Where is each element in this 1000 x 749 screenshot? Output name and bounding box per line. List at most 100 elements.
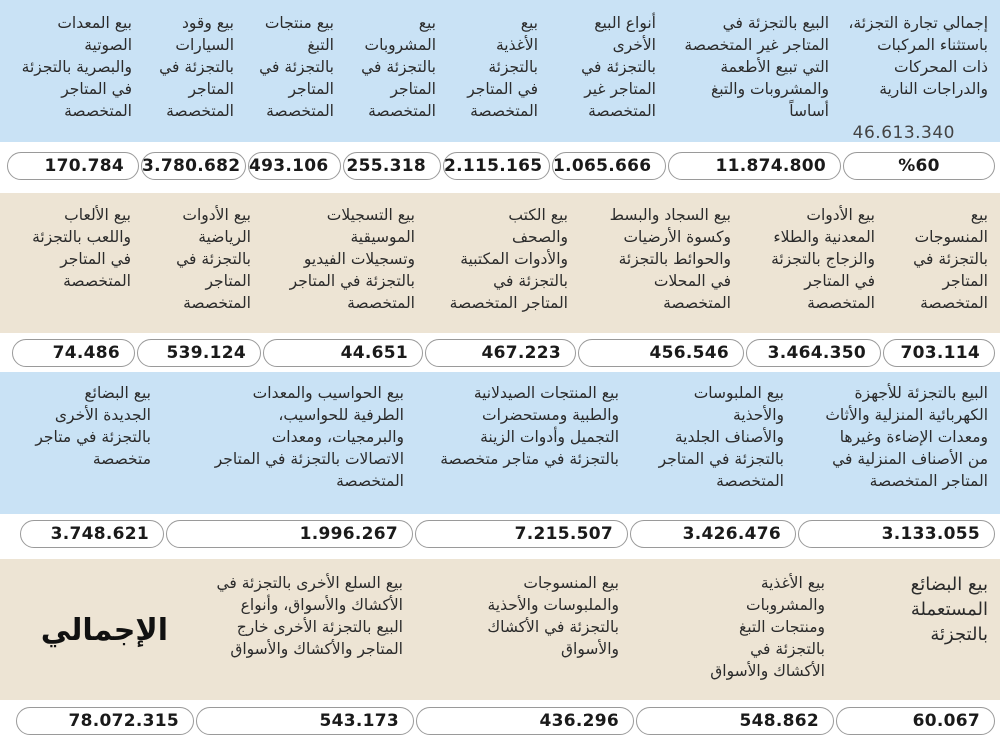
header-line: المتخصصة (920, 294, 988, 312)
header-line: واللعب بالتجزئة (32, 228, 131, 246)
header-line: بيع الأدوات (806, 206, 875, 224)
header-line: بيع الأدوات (182, 206, 251, 224)
header-line: بيع البضائع (910, 574, 988, 595)
row4-header-other-stalls-non-store: بيع السلع الأخرى بالتجزئة في الأكشاك وال… (216, 572, 403, 660)
row2-header-hardware-paint-glass: بيع الأدوات المعدنية والطلاء والزجاج بال… (771, 204, 875, 314)
row2-value-carpets: 456.546 (578, 339, 744, 367)
row1-value-nonspecialized-food: 11.874.800 (668, 152, 841, 180)
row1-subtotal: 46.613.340 (852, 123, 955, 143)
header-line: التبغ (307, 36, 334, 54)
header-line: بالتجزئة (488, 58, 538, 76)
header-line: بالتجزئة في الأكشاك (487, 618, 619, 636)
header-line: المستعملة (910, 599, 988, 620)
header-line: المتخصصة (64, 102, 132, 120)
header-line: بالتجزئة في (159, 58, 234, 76)
header-line: بيع الكتب (508, 206, 568, 224)
header-line: بالتجزئة في (750, 640, 825, 658)
row2-header-toys: بيع الألعاب واللعب بالتجزئة في المتاجر ا… (32, 204, 131, 292)
row3-value-clothing-footwear: 3.426.476 (630, 520, 796, 548)
header-line: بالتجزئة في المتاجر (658, 450, 784, 468)
header-line: والمشروبات والتبغ (710, 80, 829, 98)
row1-value-audio-video: 170.784 (7, 152, 139, 180)
row1-value-food: 2.115.165 (443, 152, 550, 180)
row1-header-tobacco: بيع منتجات التبغ بالتجزئة في المتاجر الم… (259, 12, 334, 122)
header-line: في المتاجر (60, 250, 131, 268)
header-line: في المتاجر (61, 80, 132, 98)
header-line: بالتجزئة في (913, 250, 988, 268)
row2-header-sports: بيع الأدوات الرياضية بالتجزئة في المتاجر… (176, 204, 251, 314)
row2-value-textiles: 703.114 (883, 339, 995, 367)
row2-header-carpets: بيع السجاد والبسط وكسوة الأرضيات والحوائ… (610, 204, 731, 314)
row1-header-food: بيع الأغذية بالتجزئة في المتاجر المتخصصة (467, 12, 538, 122)
header-line: المتاجر (390, 80, 436, 98)
header-line: المتخصصة (347, 294, 415, 312)
row1-value-fuel: 3.780.682 (141, 152, 246, 180)
header-line: المتاجر المتخصصة (869, 472, 988, 490)
header-line: الكهربائية المنزلية والأثاث (825, 406, 988, 424)
row2-header-books-stationery: بيع الكتب والصحف والأدوات المكتبية بالتج… (450, 204, 568, 314)
row4-header-textiles-stalls-markets: بيع المنسوجات والملبوسات والأحذية بالتجز… (487, 572, 619, 660)
header-line: أنواع البيع (594, 14, 656, 32)
row4-header-food-stalls-markets: بيع الأغذية والمشروبات ومنتجات التبغ بال… (710, 572, 825, 682)
row4-value-textiles-stalls-markets: 436.296 (416, 707, 634, 735)
header-line: المتاجر والأكشاك والأسواق (230, 640, 403, 658)
row2-value-hardware-paint-glass: 3.464.350 (746, 339, 881, 367)
header-line: والبرمجيات، ومعدات (271, 428, 404, 446)
header-line: بيع البضائع (84, 384, 151, 402)
header-line: والأدوات المكتبية (460, 250, 568, 268)
row4-value-grand-total: 78.072.315 (16, 707, 194, 735)
header-line: بالتجزئة في (176, 250, 251, 268)
header-line: المتاجر المتخصصة (449, 294, 568, 312)
row1-value-beverages: 255.318 (343, 152, 441, 180)
header-line: بالتجزئة في (361, 58, 436, 76)
header-line: وكسوة الأرضيات (623, 228, 731, 246)
row3-header-other-new-goods: بيع البضائع الجديدة الأخرى بالتجزئة في م… (35, 382, 151, 470)
row1-value-total-pct: %60 (843, 152, 995, 180)
row1-header-nonspecialized-food: البيع بالتجزئة في المتاجر غير المتخصصة ا… (684, 12, 829, 122)
header-line: المتخصصة (166, 102, 234, 120)
header-line: البيع بالتجزئة للأجهزة (854, 384, 988, 402)
row3-header-pharmaceutical-cosmetics: بيع المنتجات الصيدلانية والطبية ومستحضرا… (440, 382, 619, 470)
header-line: والطبية ومستحضرات (481, 406, 619, 424)
header-line: بالتجزئة في (493, 272, 568, 290)
row1-header-total-retail: إجمالي تجارة التجزئة، باستثناء المركبات … (848, 12, 988, 100)
header-line: والأصناف الجلدية (674, 428, 784, 446)
header-line: بيع الحواسيب والمعدات (252, 384, 404, 402)
header-line: المتاجر غير (584, 80, 656, 98)
header-line: بيع (418, 14, 436, 32)
row3-header-clothing-footwear: بيع الملبوسات والأحذية والأصناف الجلدية … (659, 382, 784, 492)
header-line: والزجاج بالتجزئة (771, 250, 875, 268)
header-line: والبصرية بالتجزئة (21, 58, 132, 76)
header-line: والملبوسات والأحذية (487, 596, 620, 614)
header-line: والأسواق (561, 640, 619, 658)
header-line: المتخصصة (336, 472, 404, 490)
header-line: المتاجر (942, 272, 988, 290)
header-line: المتاجر (188, 80, 234, 98)
header-line: المتاجر (288, 80, 334, 98)
row3-header-band (0, 372, 1000, 514)
header-line: الجديدة الأخرى (54, 406, 151, 424)
header-line: بالتجزئة (930, 624, 988, 645)
header-line: ومعدات الإضاءة وغيرها (839, 428, 988, 446)
header-line: المتخصصة (368, 102, 436, 120)
header-line: وتسجيلات الفيديو (303, 250, 415, 268)
header-line: المتخصصة (588, 102, 656, 120)
header-line: المتخصصة (470, 102, 538, 120)
header-line: من الأصناف المنزلية في (832, 450, 988, 468)
row3-value-other-new-goods: 3.748.621 (20, 520, 164, 548)
header-line: الرياضية (198, 228, 251, 246)
row4-value-food-stalls-markets: 548.862 (636, 707, 834, 735)
header-line: بيع السجاد والبسط (609, 206, 731, 224)
row3-value-household-appliances: 3.133.055 (798, 520, 995, 548)
row3-value-pharmaceutical-cosmetics: 7.215.507 (415, 520, 628, 548)
row1-header-other-nonspecialized: أنواع البيع الأخرى بالتجزئة في المتاجر غ… (581, 12, 656, 122)
header-line: بالتجزئة في (259, 58, 334, 76)
header-line: المتاجر غير المتخصصة (684, 36, 829, 54)
header-line: الصوتية (84, 36, 132, 54)
header-line: المتخصصة (716, 472, 784, 490)
row2-value-toys: 74.486 (12, 339, 135, 367)
header-line: بيع منتجات (264, 14, 334, 32)
grand-total-label: الإجمالي (40, 613, 168, 648)
header-line: بيع وقود (182, 14, 234, 32)
row1-value-other-nonspecialized: 1.065.666 (552, 152, 666, 180)
